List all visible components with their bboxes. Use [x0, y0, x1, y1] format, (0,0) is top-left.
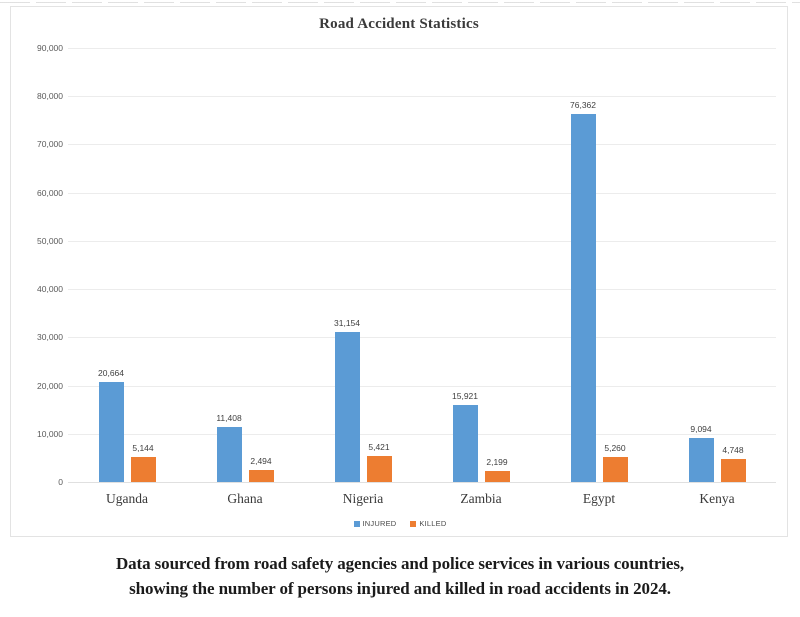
bar-nigeria-injured[interactable] [334, 331, 360, 482]
legend-item-injured[interactable]: INJURED [353, 519, 397, 528]
gridline [68, 192, 776, 194]
bar-ghana-killed[interactable] [248, 469, 274, 482]
bar-value-label: 5,421 [368, 441, 390, 452]
bar-value-label: 4,748 [722, 445, 744, 456]
bar-value-label: 9,094 [690, 424, 712, 435]
bar-value-label: 11,408 [216, 412, 242, 423]
bar-kenya-killed[interactable] [720, 459, 746, 482]
y-axis-tick-label: 80,000 [37, 91, 63, 102]
y-axis-tick-label: 10,000 [37, 428, 63, 439]
x-axis-label-uganda: Uganda [106, 491, 148, 506]
chart-legend: INJURED KILLED [11, 519, 789, 528]
y-axis-tick-label: 30,000 [37, 332, 63, 343]
gridline [68, 385, 776, 387]
legend-swatch-icon [353, 520, 360, 527]
x-axis-label-nigeria: Nigeria [342, 491, 384, 506]
y-axis-tick-label: 50,000 [37, 235, 63, 246]
figure-caption: Data sourced from road safety agencies a… [0, 552, 800, 601]
gridline [68, 48, 776, 49]
x-axis-label-ghana: Ghana [227, 491, 263, 506]
y-axis-tick-label: 40,000 [37, 284, 63, 295]
caption-line-2: showing the number of persons injured an… [129, 578, 671, 598]
y-axis-tick-label: 20,000 [37, 380, 63, 391]
legend-label: INJURED [362, 519, 397, 528]
bar-value-label: 15,921 [452, 391, 478, 402]
bar-value-label: 20,664 [98, 368, 124, 379]
bar-zambia-injured[interactable] [452, 405, 478, 482]
bar-egypt-injured[interactable] [570, 113, 596, 482]
y-axis-tick-label: 90,000 [37, 43, 63, 53]
x-axis-label-kenya: Kenya [699, 491, 735, 506]
legend-swatch-icon [410, 520, 417, 527]
x-axis-label-egypt: Egypt [582, 491, 616, 506]
x-axis-label-zambia: Zambia [460, 491, 502, 506]
bar-kenya-injured[interactable] [688, 438, 714, 482]
chart-container: Road Accident Statistics 90,000 80,000 70,… [10, 6, 788, 537]
y-axis-tick-label: 60,000 [37, 187, 63, 198]
page-top-rule [0, 2, 800, 3]
plot-area: 90,000 80,000 70,000 60,000 50,000 40,000 30,0… [37, 43, 776, 487]
bar-egypt-killed[interactable] [602, 456, 628, 482]
bar-value-label: 2,199 [486, 457, 508, 468]
bar-nigeria-killed[interactable] [366, 455, 392, 482]
bar-value-label: 31,154 [334, 317, 360, 328]
gridline [68, 482, 776, 483]
legend-item-killed[interactable]: KILLED [410, 519, 446, 528]
caption-line-1: Data sourced from road safety agencies a… [115, 554, 685, 573]
y-axis-tick-label: 70,000 [37, 139, 63, 150]
bar-value-label: 76,362 [570, 99, 596, 110]
gridline [68, 144, 776, 146]
bar-uganda-injured[interactable] [98, 382, 124, 482]
gridline [68, 240, 776, 242]
bar-zambia-killed[interactable] [484, 471, 510, 482]
bar-value-label: 2,494 [250, 455, 272, 466]
legend-label: KILLED [419, 519, 447, 528]
gridline [68, 289, 776, 291]
gridline [68, 337, 776, 339]
y-axis-tick-label: 0 [58, 477, 63, 487]
gridline [68, 433, 776, 435]
gridline [68, 96, 776, 98]
bar-ghana-injured[interactable] [216, 427, 242, 482]
bar-value-label: 5,260 [604, 442, 626, 453]
chart-title: Road Accident Statistics [319, 16, 479, 32]
bar-value-label: 5,144 [132, 443, 154, 454]
bar-uganda-killed[interactable] [130, 457, 156, 482]
